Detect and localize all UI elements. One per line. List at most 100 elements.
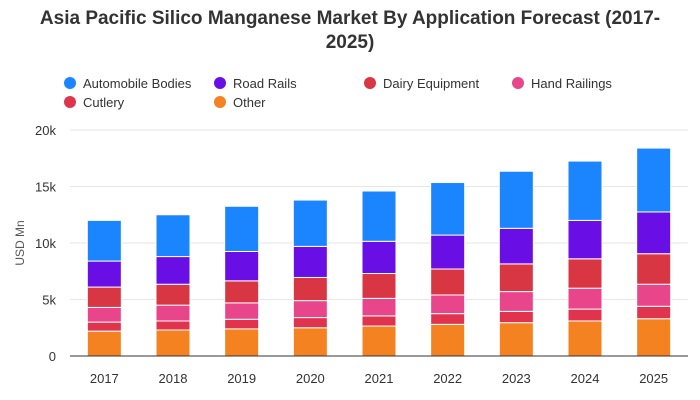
bar-segment[interactable]: [430, 182, 466, 236]
x-tick-label: 2020: [296, 371, 325, 386]
bar-segment[interactable]: [430, 323, 466, 357]
bar-stack-2025: [636, 147, 672, 357]
legend-swatch: [64, 77, 76, 89]
chart-title-line-1: Asia Pacific Silico Manganese Market By …: [40, 8, 660, 29]
legend-swatch: [214, 77, 226, 89]
legend-item[interactable]: Automobile Bodies: [64, 76, 192, 91]
y-tick-label: 0: [49, 349, 56, 364]
bar-segment[interactable]: [361, 273, 397, 299]
bar-segment[interactable]: [155, 304, 191, 322]
y-axis-ticks: 0 5k 10k 15k 20k: [35, 123, 56, 364]
bar-segment[interactable]: [498, 263, 534, 293]
legend-item[interactable]: Other: [214, 95, 266, 110]
bar-stack-2022: [430, 182, 466, 357]
x-tick-label: 2023: [502, 371, 531, 386]
y-tick-label: 15k: [35, 180, 56, 195]
x-tick-label: 2017: [90, 371, 119, 386]
x-tick-label: 2024: [571, 371, 600, 386]
legend-item[interactable]: Dairy Equipment: [364, 76, 479, 91]
bar-segment[interactable]: [430, 268, 466, 296]
bar-segment[interactable]: [361, 297, 397, 317]
bar-segment[interactable]: [636, 283, 672, 307]
bar-segment[interactable]: [430, 234, 466, 270]
bar-segment[interactable]: [567, 287, 603, 310]
bar-segment[interactable]: [86, 219, 122, 262]
bar-segment[interactable]: [86, 286, 122, 308]
bar-stack-2021: [361, 190, 397, 357]
bar-segment[interactable]: [636, 253, 672, 285]
legend-swatch: [214, 96, 226, 108]
bar-segment[interactable]: [292, 300, 328, 319]
y-axis-title: USD Mn: [13, 220, 27, 265]
legend-label: Dairy Equipment: [383, 76, 479, 91]
bar-segment[interactable]: [567, 258, 603, 289]
bar-stack-2023: [498, 170, 534, 357]
bar-segment[interactable]: [224, 250, 260, 282]
legend-label: Cutlery: [83, 95, 125, 110]
bar-segment[interactable]: [498, 227, 534, 265]
bar-segment[interactable]: [224, 328, 260, 357]
bar-segment[interactable]: [86, 321, 122, 332]
y-tick-label: 20k: [35, 123, 56, 138]
bar-segment[interactable]: [430, 294, 466, 315]
bar-stack-2020: [292, 199, 328, 357]
bar-segment[interactable]: [86, 306, 122, 323]
bar-segment[interactable]: [86, 330, 122, 357]
bar-segment[interactable]: [224, 280, 260, 304]
legend-item[interactable]: Hand Railings: [512, 76, 612, 91]
bar-segment[interactable]: [498, 291, 534, 312]
bar-segment[interactable]: [292, 199, 328, 247]
legend-swatch: [512, 77, 524, 89]
legend-label: Road Rails: [233, 76, 297, 91]
legend-label: Automobile Bodies: [83, 76, 192, 91]
bar-segment[interactable]: [498, 170, 534, 229]
chart-title-line-2: 2025): [326, 32, 375, 53]
bar-segment[interactable]: [567, 160, 603, 221]
bar-segment[interactable]: [361, 325, 397, 357]
bar-segment[interactable]: [155, 283, 191, 306]
bar-stack-2017: [86, 219, 122, 357]
legend-label: Hand Railings: [531, 76, 612, 91]
bar-segment[interactable]: [292, 327, 328, 357]
bar-segment[interactable]: [361, 240, 397, 275]
bar-segment[interactable]: [292, 245, 328, 278]
x-axis-ticks: 2017 2018 2019 2020 2021 2022 2023 2024 2025: [90, 371, 668, 386]
bar-segment[interactable]: [361, 190, 397, 242]
bar-segment[interactable]: [224, 302, 260, 320]
bar-segment[interactable]: [430, 313, 466, 325]
legend-item[interactable]: Road Rails: [214, 76, 297, 91]
x-tick-label: 2021: [365, 371, 394, 386]
y-tick-label: 5k: [42, 293, 56, 308]
bar-segment[interactable]: [224, 205, 260, 252]
bar-segment[interactable]: [86, 260, 122, 288]
chart-legend: Automobile Bodies Road Rails Dairy Equipme…: [64, 76, 612, 110]
bar-segment[interactable]: [567, 308, 603, 322]
bar-segment[interactable]: [498, 322, 534, 357]
bar-segment[interactable]: [636, 305, 672, 320]
bar-stack-2024: [567, 160, 603, 357]
bar-segment[interactable]: [155, 256, 191, 285]
x-tick-label: 2025: [639, 371, 668, 386]
bar-segment[interactable]: [155, 320, 191, 331]
bar-segment[interactable]: [636, 318, 672, 357]
bar-segment[interactable]: [498, 310, 534, 324]
bar-segment[interactable]: [292, 317, 328, 329]
bar-stack-2019: [224, 205, 260, 357]
x-tick-label: 2022: [433, 371, 462, 386]
bar-segment[interactable]: [292, 276, 328, 302]
legend-label: Other: [233, 95, 266, 110]
legend-swatch: [64, 96, 76, 108]
bar-segment[interactable]: [155, 329, 191, 357]
x-tick-label: 2019: [227, 371, 256, 386]
bar-segment[interactable]: [567, 219, 603, 260]
x-tick-label: 2018: [159, 371, 188, 386]
bar-segment[interactable]: [224, 318, 260, 330]
bar-segment[interactable]: [636, 211, 672, 255]
legend-item[interactable]: Cutlery: [64, 95, 125, 110]
legend-swatch: [364, 77, 376, 89]
bar-segment[interactable]: [636, 147, 672, 213]
bar-segment[interactable]: [155, 214, 191, 258]
bar-segment[interactable]: [567, 320, 603, 357]
bar-segment[interactable]: [361, 315, 397, 327]
